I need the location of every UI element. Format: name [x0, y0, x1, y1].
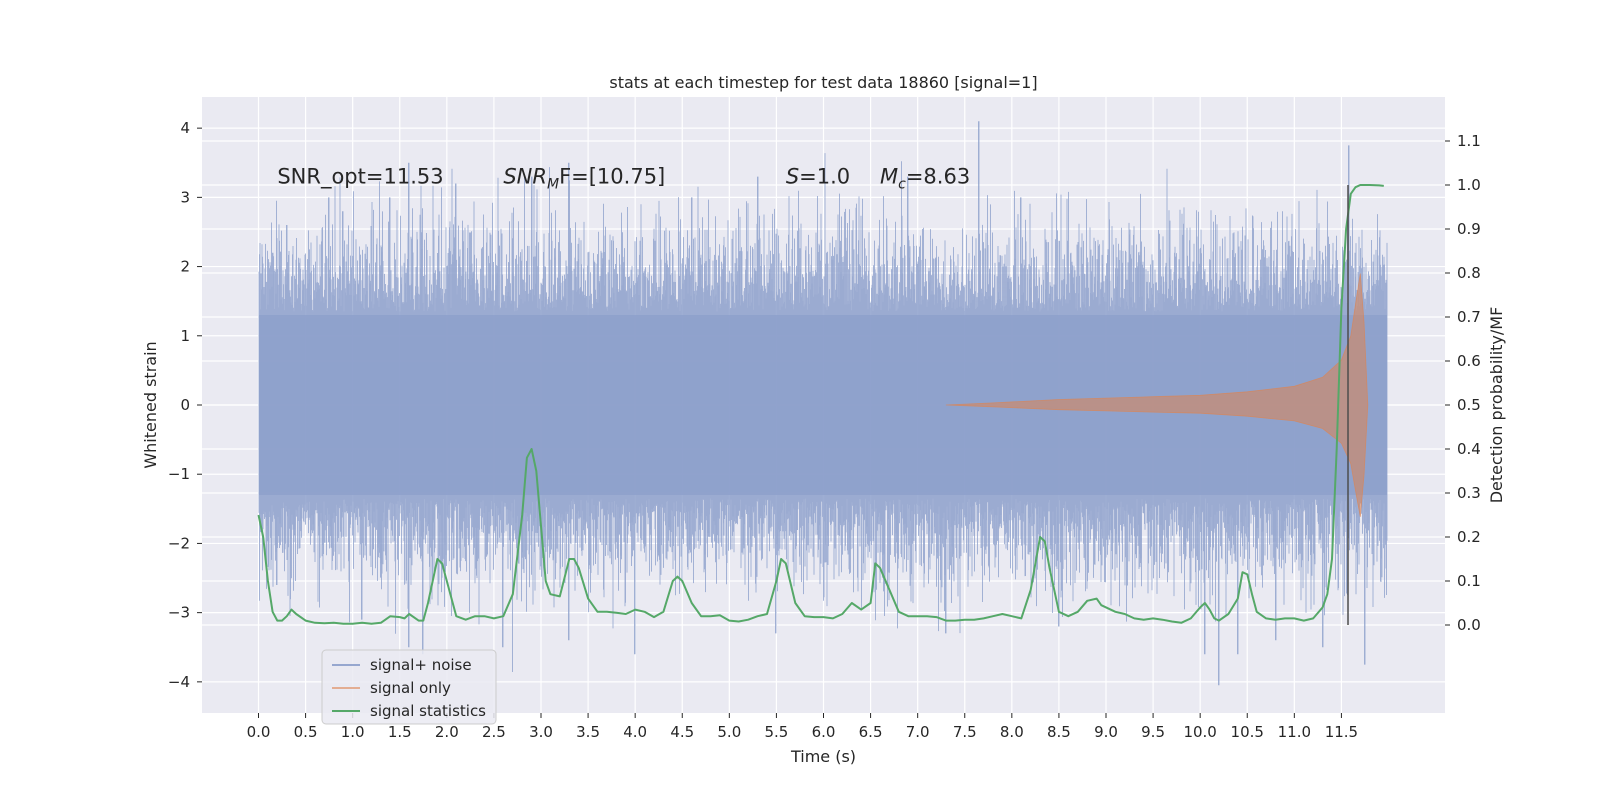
y-right-tick-label: 0.5	[1457, 396, 1481, 414]
annotation-s-value: S=1.0	[786, 165, 850, 189]
x-tick-label: 9.5	[1141, 723, 1165, 741]
x-axis-ticks: 0.0 0.5 1.0 1.5 2.0 2.5 3.0 3.5 4.0 4.5 5.0 5.5 6.0 6…	[247, 713, 1358, 741]
x-tick-label: 0.0	[247, 723, 271, 741]
x-tick-label: 1.5	[388, 723, 412, 741]
annotation-rest: F=[10.75]	[559, 165, 665, 189]
series-area-signal-only	[945, 273, 1369, 517]
legend-label: signal only	[370, 679, 451, 697]
annotation-subscript: c	[898, 177, 906, 193]
x-tick-label: 0.5	[294, 723, 318, 741]
y-tick-label: 2	[180, 258, 190, 276]
y-right-tick-label: 0.3	[1457, 484, 1481, 502]
y-right-tick-label: 0.7	[1457, 308, 1481, 326]
y-tick-label: −4	[168, 673, 190, 691]
series-signal-statistics	[257, 184, 1384, 625]
chart-title: stats at each timestep for test data 188…	[609, 73, 1037, 92]
x-tick-label: 3.5	[576, 723, 600, 741]
y-tick-label: −1	[168, 465, 190, 483]
annotation-rest: =8.63	[906, 165, 970, 189]
y-right-tick-label: 0.2	[1457, 528, 1481, 546]
y-right-tick-label: 1.1	[1457, 132, 1481, 150]
y-right-tick-label: 0.9	[1457, 220, 1481, 238]
y-tick-label: 1	[180, 327, 190, 345]
y-tick-label: −3	[168, 604, 190, 622]
annotation-snr-mf: SNRMF=[10.75]	[503, 165, 665, 193]
legend-label: signal statistics	[370, 702, 486, 720]
y-right-tick-label: 0.8	[1457, 264, 1481, 282]
y-axis-ticks: 4 3 2 1 0 −1 −2 −3 −4	[168, 119, 202, 691]
legend: signal+ noise signal only signal statistic…	[321, 649, 497, 725]
x-tick-label: 1.0	[341, 723, 365, 741]
annotation-snr-opt: SNR_opt=11.53	[277, 165, 443, 190]
x-tick-label: 5.0	[717, 723, 741, 741]
annotations: SNR_opt=11.53 SNRMF=[10.75] S=1.0 Mc=8.63	[277, 165, 970, 193]
annotation-main: S	[786, 165, 799, 189]
y-tick-label: 3	[180, 188, 190, 206]
legend-label: signal+ noise	[370, 656, 472, 674]
y-right-tick-label: 0.6	[1457, 352, 1481, 370]
annotation-chirp-mass: Mc=8.63	[880, 165, 970, 193]
x-tick-label: 8.5	[1047, 723, 1071, 741]
y-right-tick-label: 1.0	[1457, 176, 1481, 194]
legend-box	[321, 649, 497, 725]
x-tick-label: 5.5	[764, 723, 788, 741]
x-tick-label: 9.0	[1094, 723, 1118, 741]
y-right-axis-label: Detection probability/MF	[1487, 307, 1506, 504]
x-tick-label: 2.0	[435, 723, 459, 741]
annotation-subscript: M	[547, 177, 559, 193]
x-tick-label: 6.5	[859, 723, 883, 741]
x-tick-label: 10.0	[1183, 723, 1216, 741]
y-tick-label: 4	[180, 119, 190, 137]
series-signal-only	[945, 273, 1369, 517]
x-tick-label: 4.5	[670, 723, 694, 741]
y-right-tick-label: 0.0	[1457, 616, 1481, 634]
x-tick-label: 8.0	[1000, 723, 1024, 741]
x-tick-label: 4.0	[623, 723, 647, 741]
y-right-axis-ticks: 1.1 1.0 0.9 0.8 0.7 0.6 0.5 0.4 0.3 0.2 0.1 0.0	[1445, 132, 1481, 634]
x-tick-label: 3.0	[529, 723, 553, 741]
y-tick-label: 0	[180, 396, 190, 414]
x-tick-label: 11.5	[1325, 723, 1358, 741]
y-tick-label: −2	[168, 534, 190, 552]
x-tick-label: 7.0	[906, 723, 930, 741]
x-tick-label: 2.5	[482, 723, 506, 741]
x-tick-label: 6.0	[812, 723, 836, 741]
y-right-tick-label: 0.1	[1457, 572, 1481, 590]
y-right-tick-label: 0.4	[1457, 440, 1481, 458]
x-tick-label: 7.5	[953, 723, 977, 741]
x-tick-label: 11.0	[1278, 723, 1311, 741]
x-axis-label: Time (s)	[790, 747, 856, 766]
series-line-signal-statistics	[257, 184, 1384, 625]
annotation-rest: =1.0	[799, 165, 850, 189]
y-axis-label: Whitened strain	[141, 341, 160, 468]
annotation-main: M	[880, 165, 898, 189]
annotation-main: SNR	[503, 165, 547, 189]
x-tick-label: 10.5	[1231, 723, 1264, 741]
